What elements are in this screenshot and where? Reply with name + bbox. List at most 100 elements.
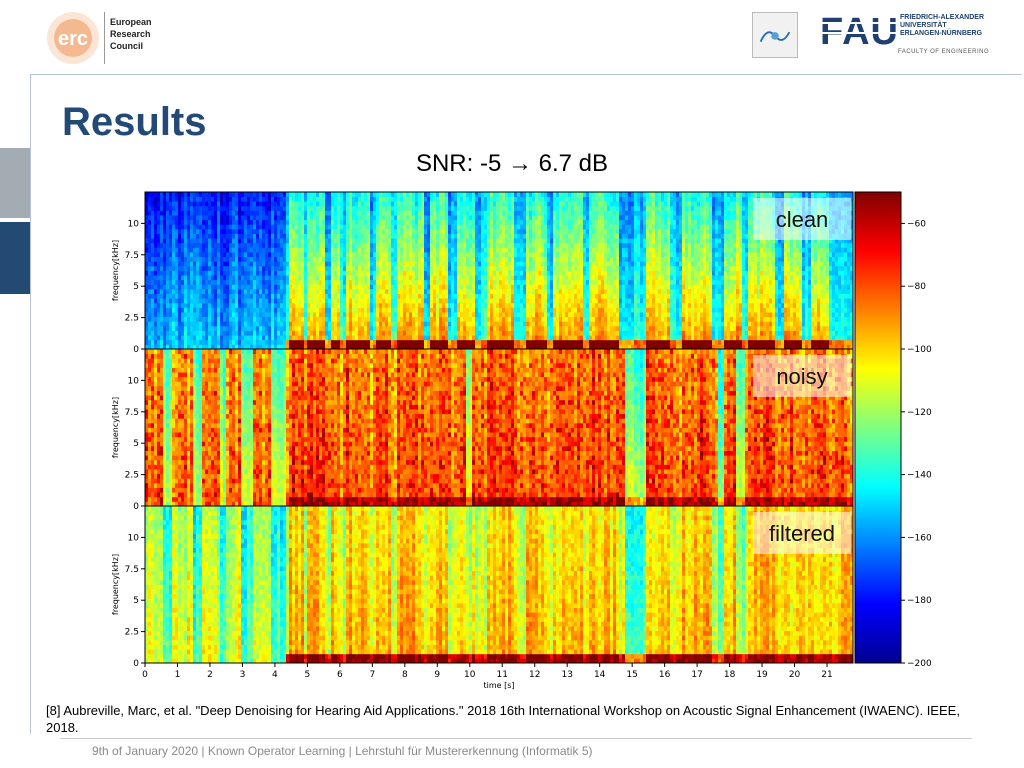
spectrogram-cell [340, 279, 344, 285]
spectrogram-cell [166, 335, 170, 341]
spectrogram-cell [559, 238, 563, 244]
spectrogram-cell [304, 316, 308, 322]
spectrogram-cell [571, 224, 575, 230]
spectrogram-cell [493, 293, 497, 299]
spectrogram-cell [547, 312, 551, 318]
spectrogram-cell [544, 233, 548, 239]
spectrogram-cell [313, 307, 317, 313]
spectrogram-cell [331, 284, 335, 290]
spectrogram-cell [448, 242, 452, 248]
spectrogram-cell [433, 335, 437, 341]
spectrogram-cell [349, 242, 353, 248]
spectrogram-cell [382, 247, 386, 253]
spectrogram-cell [427, 247, 431, 253]
spectrogram-cell [223, 215, 227, 221]
spectrogram-cell [283, 312, 287, 318]
spectrogram-cell [424, 321, 428, 327]
spectrogram-cell [577, 252, 581, 258]
spectrogram-cell [577, 325, 581, 331]
spectrogram-cell [334, 238, 338, 244]
spectrogram-cell [262, 302, 266, 308]
spectrogram-cell [523, 233, 527, 239]
spectrogram-cell [508, 256, 512, 262]
spectrogram-cell [199, 210, 203, 216]
spectrogram-cell [283, 321, 287, 327]
spectrogram-cell [376, 316, 380, 322]
spectrogram-cell [430, 307, 434, 313]
spectrogram-cell [268, 215, 272, 221]
spectrogram-cell [385, 192, 389, 198]
spectrogram-cell [322, 192, 326, 198]
spectrogram-cell [208, 302, 212, 308]
spectrogram-cell [196, 335, 200, 341]
spectrogram-cell [499, 275, 503, 281]
spectrogram-cell [511, 228, 515, 234]
spectrogram-cell [154, 224, 158, 230]
spectrogram-cell [274, 344, 278, 350]
spectrogram-cell [292, 307, 296, 313]
spectrogram-cell [499, 325, 503, 331]
spectrogram-cell [496, 293, 500, 299]
spectrogram-cell [565, 192, 569, 198]
spectrogram-cell [196, 210, 200, 216]
spectrogram-cell [274, 196, 278, 202]
spectrogram-cell [172, 233, 176, 239]
spectrogram-cell [232, 219, 236, 225]
spectrogram-cell [547, 270, 551, 276]
spectrogram-cell [271, 284, 275, 290]
spectrogram-cell [313, 196, 317, 202]
spectrogram-cell [301, 275, 305, 281]
spectrogram-cell [445, 344, 449, 350]
spectrogram-cell [151, 252, 155, 258]
spectrogram-cell [298, 316, 302, 322]
spectrogram-cell [229, 196, 233, 202]
spectrogram-cell [307, 201, 311, 207]
spectrogram-cell [496, 205, 500, 211]
spectrogram-cell [205, 219, 209, 225]
spectrogram-cell [367, 192, 371, 198]
spectrogram-cell [313, 201, 317, 207]
spectrogram-cell [565, 288, 569, 294]
spectrogram-cell [226, 302, 230, 308]
spectrogram-cell [181, 279, 185, 285]
spectrogram-cell [499, 228, 503, 234]
spectrogram-cell [361, 279, 365, 285]
spectrogram-cell [571, 233, 575, 239]
spectrogram-cell [265, 275, 269, 281]
spectrogram-cell [283, 233, 287, 239]
spectrogram-cell [352, 293, 356, 299]
spectrogram-cell [496, 321, 500, 327]
spectrogram-cell [283, 339, 287, 345]
spectrogram-cell [469, 312, 473, 318]
spectrogram-cell [199, 252, 203, 258]
spectrogram-cell [469, 344, 473, 350]
spectrogram-cell [358, 279, 362, 285]
spectrogram-cell [277, 275, 281, 281]
spectrogram-cell [472, 242, 476, 248]
spectrogram-cell [550, 224, 554, 230]
spectrogram-cell [481, 275, 485, 281]
spectrogram-cell [532, 224, 536, 230]
spectrogram-cell [346, 256, 350, 262]
spectrogram-cell [160, 224, 164, 230]
spectrogram-cell [433, 205, 437, 211]
chart-title: SNR: -5 → 6.7 dB [0, 150, 1024, 178]
spectrogram-cell [160, 210, 164, 216]
spectrogram-cell [550, 256, 554, 262]
spectrogram-cell [241, 256, 245, 262]
spectrogram-cell [259, 228, 263, 234]
spectrogram-cell [529, 316, 533, 322]
spectrogram-cell [556, 325, 560, 331]
spectrogram-cell [529, 228, 533, 234]
spectrogram-cell [550, 284, 554, 290]
spectrogram-cell [556, 252, 560, 258]
spectrogram-cell [238, 215, 242, 221]
spectrogram-cell [547, 192, 551, 198]
spectrogram-cell [337, 321, 341, 327]
spectrogram-cell [334, 192, 338, 198]
spectrogram-cell [259, 247, 263, 253]
spectrogram-cell [349, 219, 353, 225]
spectrogram-cell [196, 252, 200, 258]
spectrogram-cell [229, 238, 233, 244]
spectrogram-cell [364, 228, 368, 234]
